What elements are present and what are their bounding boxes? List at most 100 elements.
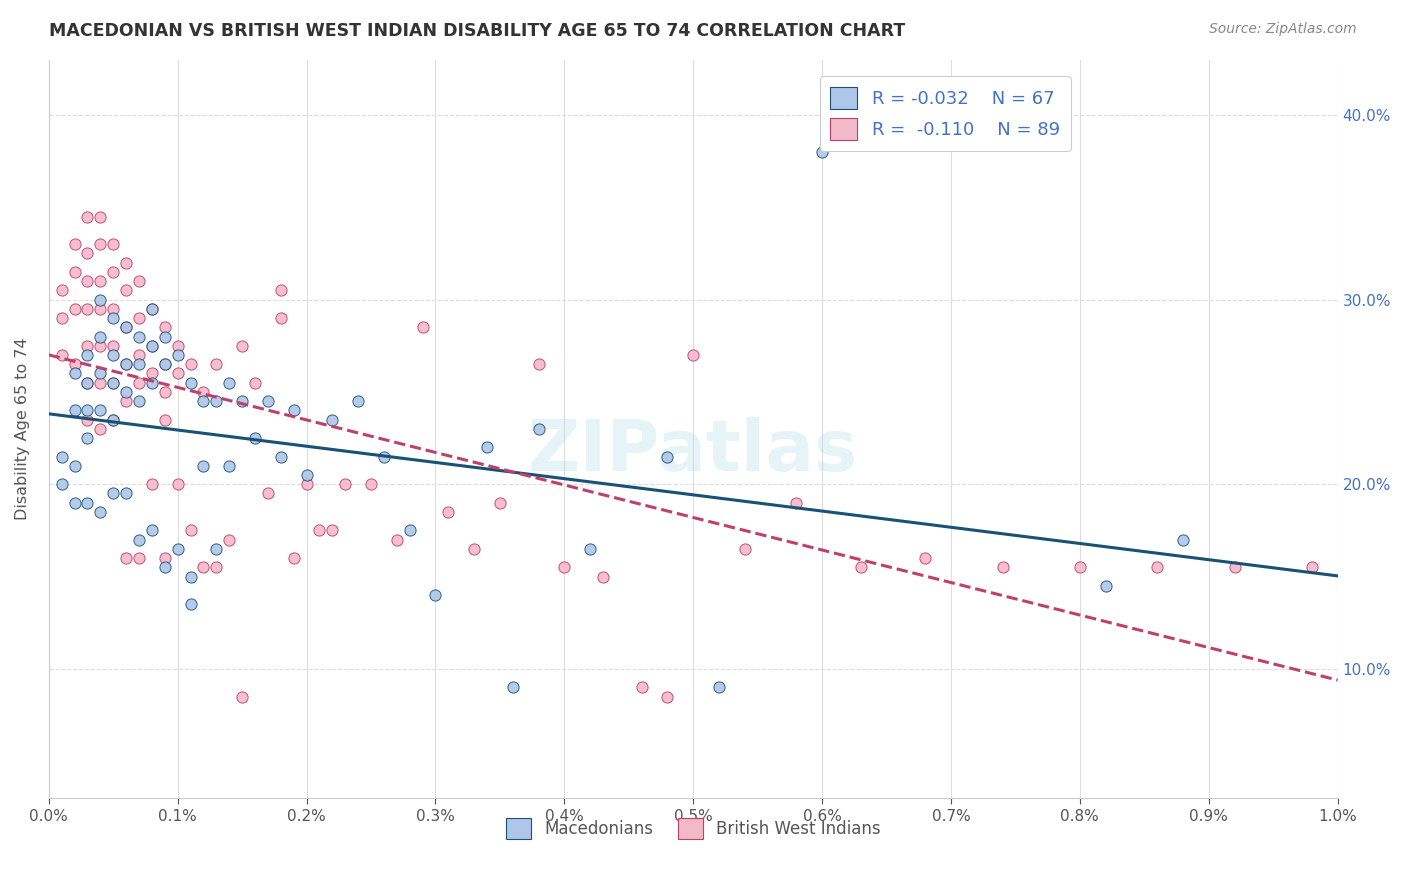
Point (218, 458, 240, 473)
Point (785, 496, 807, 510)
Point (1094, 579, 1116, 593)
Point (141, 524, 163, 538)
Point (205, 541, 228, 556)
Point (103, 237, 125, 252)
Point (115, 551, 138, 566)
Point (76, 274, 98, 288)
Point (153, 357, 176, 371)
Point (257, 486, 280, 500)
Text: MACEDONIAN VS BRITISH WEST INDIAN DISABILITY AGE 65 TO 74 CORRELATION CHART: MACEDONIAN VS BRITISH WEST INDIAN DISABI… (49, 22, 905, 40)
Point (115, 394, 138, 409)
Point (51, 284, 73, 298)
Point (115, 320, 138, 334)
Point (657, 690, 679, 704)
Point (1301, 560, 1323, 574)
Point (51, 450, 73, 464)
Point (115, 357, 138, 371)
Point (321, 412, 343, 426)
Point (141, 301, 163, 316)
Point (103, 412, 125, 426)
Point (243, 376, 266, 390)
Point (180, 357, 202, 371)
Point (115, 486, 138, 500)
Point (270, 311, 292, 326)
Point (166, 477, 188, 491)
Point (76, 348, 98, 362)
Point (385, 533, 408, 547)
Point (1146, 560, 1168, 574)
Point (707, 681, 730, 695)
Point (347, 394, 370, 409)
Point (218, 376, 240, 390)
Point (193, 560, 215, 574)
Point (682, 348, 704, 362)
Point (115, 256, 138, 270)
Point (153, 551, 176, 566)
Point (193, 394, 215, 409)
Point (128, 357, 150, 371)
Point (103, 339, 125, 353)
Point (1069, 560, 1091, 574)
Point (295, 468, 318, 483)
Point (63, 301, 86, 316)
Point (141, 367, 163, 381)
Point (180, 597, 202, 611)
Point (398, 524, 420, 538)
Point (89, 376, 111, 390)
Point (592, 569, 614, 583)
Point (141, 376, 163, 390)
Point (128, 348, 150, 362)
Point (103, 301, 125, 316)
Point (141, 301, 163, 316)
Point (153, 320, 176, 334)
Point (76, 210, 98, 224)
Point (76, 431, 98, 445)
Point (166, 367, 188, 381)
Point (76, 412, 98, 426)
Point (63, 357, 86, 371)
Point (141, 477, 163, 491)
Point (115, 357, 138, 371)
Point (63, 237, 86, 252)
Point (193, 384, 215, 399)
Point (89, 505, 111, 519)
Point (103, 412, 125, 426)
Point (103, 311, 125, 326)
Point (103, 376, 125, 390)
Point (76, 376, 98, 390)
Point (76, 403, 98, 417)
Point (231, 690, 253, 704)
Point (231, 339, 253, 353)
Point (76, 376, 98, 390)
Point (180, 376, 202, 390)
Point (153, 384, 176, 399)
Point (89, 403, 111, 417)
Point (734, 541, 756, 556)
Point (166, 541, 188, 556)
Point (89, 274, 111, 288)
Point (489, 496, 512, 510)
Point (335, 477, 357, 491)
Point (76, 339, 98, 353)
Point (463, 541, 485, 556)
Point (231, 394, 253, 409)
Point (63, 265, 86, 279)
Point (153, 357, 176, 371)
Point (502, 681, 524, 695)
Text: ZIPatlas: ZIPatlas (529, 417, 858, 485)
Point (308, 524, 330, 538)
Point (425, 588, 447, 602)
Point (89, 367, 111, 381)
Point (115, 384, 138, 399)
Y-axis label: Disability Age 65 to 74: Disability Age 65 to 74 (15, 337, 30, 520)
Point (180, 569, 202, 583)
Point (89, 339, 111, 353)
Point (128, 274, 150, 288)
Point (153, 329, 176, 343)
Point (657, 450, 679, 464)
Point (51, 477, 73, 491)
Point (295, 477, 318, 491)
Point (89, 293, 111, 307)
Point (89, 329, 111, 343)
Point (1171, 533, 1194, 547)
